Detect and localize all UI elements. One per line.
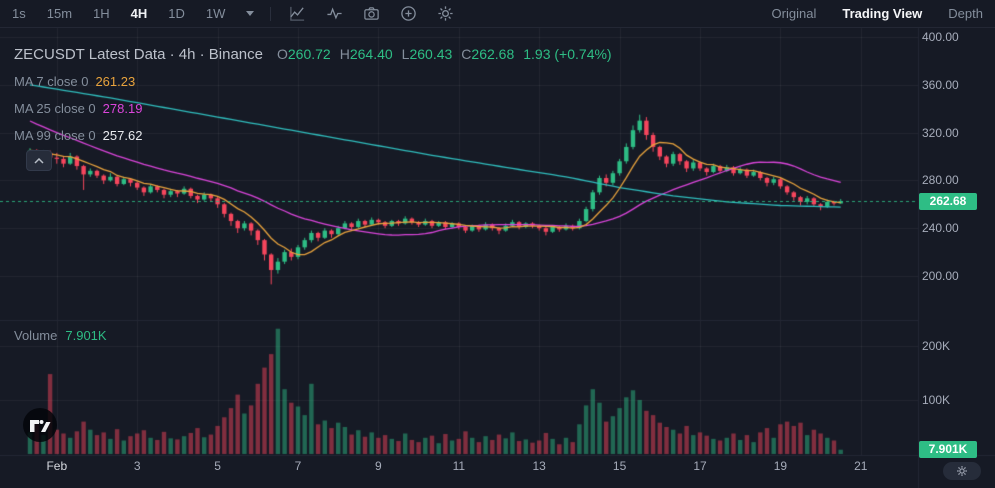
- ma7-row: MA 7 close 0 261.23: [14, 74, 135, 89]
- ma99-label: MA 99 close 0: [14, 128, 96, 143]
- price-axis-label: 400.00: [922, 30, 959, 44]
- caret-down-icon: [246, 11, 255, 16]
- ma25-label: MA 25 close 0: [14, 101, 96, 116]
- close-label: C: [461, 46, 472, 62]
- interval-dropdown[interactable]: [246, 11, 255, 16]
- ma99-row: MA 99 close 0 257.62: [14, 128, 142, 143]
- tradingview-logo[interactable]: [22, 407, 58, 448]
- price-axis-label: 280.00: [922, 173, 959, 188]
- time-axis-label: 11: [452, 459, 466, 473]
- time-axis-label: 21: [854, 459, 868, 473]
- ma25-row: MA 25 close 0 278.19: [14, 101, 142, 116]
- time-axis-label: 19: [773, 459, 788, 473]
- price-axis-label: 320.00: [922, 125, 959, 140]
- time-axis-label: 17: [693, 459, 707, 473]
- tradingview-logo-icon: [23, 408, 57, 442]
- ma25-value: 278.19: [102, 101, 143, 116]
- time-axis-label: 3: [133, 459, 141, 473]
- indicators-button[interactable]: [326, 5, 343, 22]
- compare-button[interactable]: [400, 5, 417, 22]
- view-original-button[interactable]: Original: [771, 6, 817, 21]
- ma7-value: 261.23: [95, 74, 136, 89]
- chart-view-switcher: Original Trading View Depth: [772, 6, 983, 21]
- low-label: L: [401, 46, 410, 62]
- volume-axis-label: 100K: [922, 393, 951, 407]
- change-value: 1.93 (+0.74%): [523, 46, 612, 62]
- time-axis[interactable]: Feb 3 5 7 9 11 13 15 17 19 21: [0, 459, 918, 477]
- chart-legend: ZECUSDT Latest Data · 4h · Binance O260.7…: [14, 46, 612, 63]
- camera-icon: [364, 7, 380, 20]
- price-axis-label: 360.00: [922, 77, 959, 92]
- high-label: H: [339, 46, 350, 62]
- interval-15m[interactable]: 15m: [46, 5, 73, 21]
- toolbar-divider: [270, 6, 272, 21]
- last-price-badge: 262.68: [919, 193, 977, 211]
- chart-settings-pill[interactable]: [943, 462, 981, 480]
- time-axis-label: Feb: [46, 459, 68, 473]
- interval-1w[interactable]: 1W: [205, 5, 226, 21]
- ma99-value: 257.62: [102, 128, 143, 143]
- interval-4h[interactable]: 4H: [130, 5, 148, 21]
- gear-small-icon: [957, 466, 967, 476]
- last-volume-badge: 7.901K: [919, 441, 977, 458]
- indicators-icon: [327, 7, 342, 20]
- time-axis-label: 5: [214, 459, 221, 473]
- view-depth-button[interactable]: Depth: [948, 6, 983, 21]
- collapse-legend-button[interactable]: [26, 150, 52, 171]
- interval-1d[interactable]: 1D: [168, 5, 185, 21]
- close-value: 262.68: [471, 46, 515, 62]
- time-axis-label: 9: [375, 459, 382, 473]
- time-axis-label: 13: [532, 459, 546, 473]
- price-axis-label: 240.00: [922, 221, 959, 236]
- price-axis-label: 200.00: [922, 269, 959, 283]
- plus-circle-icon: [401, 6, 417, 21]
- chevron-up-icon: [34, 157, 44, 164]
- ma7-label: MA 7 close 0: [14, 74, 89, 89]
- symbol-title: ZECUSDT Latest Data · 4h · Binance: [14, 46, 263, 63]
- volume-label: Volume: [14, 328, 58, 343]
- price-axis[interactable]: 400.00 360.00 320.00 280.00 240.00 200.00 200K…: [922, 0, 994, 488]
- time-axis-label: 15: [612, 459, 627, 473]
- time-axis-label: 7: [294, 459, 302, 473]
- volume-value: 7.901K: [65, 328, 107, 343]
- screenshot-button[interactable]: [363, 5, 380, 22]
- high-value: 264.40: [349, 46, 393, 62]
- interval-1h[interactable]: 1H: [93, 5, 110, 21]
- settings-button[interactable]: [437, 5, 454, 22]
- gear-icon: [438, 6, 453, 21]
- chart-style-button[interactable]: [289, 5, 306, 22]
- low-value: 260.43: [409, 46, 453, 62]
- interval-1s[interactable]: 1s: [12, 5, 26, 21]
- line-chart-icon: [290, 6, 305, 21]
- chart-toolbar: 1s 15m 1H 4H 1D 1W Original Trading View…: [0, 0, 995, 28]
- view-tradingview-button[interactable]: Trading View: [842, 6, 923, 21]
- volume-axis-label: 200K: [922, 339, 951, 353]
- volume-legend: Volume 7.901K: [14, 328, 107, 343]
- open-label: O: [277, 46, 288, 62]
- open-value: 260.72: [287, 46, 331, 62]
